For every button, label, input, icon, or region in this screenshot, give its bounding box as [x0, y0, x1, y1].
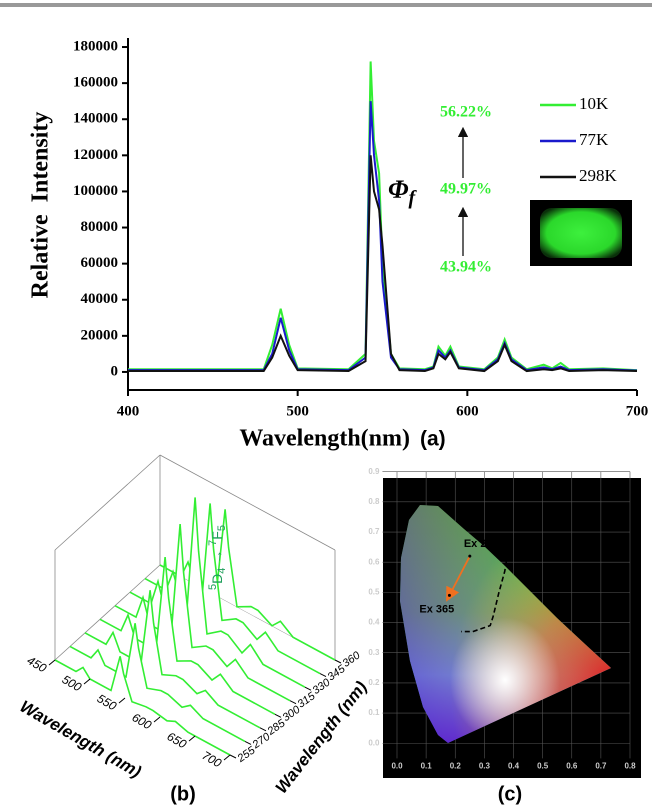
y-tick-label: 0.9 [368, 467, 380, 476]
x-tick [224, 755, 230, 760]
x-tick-label: 0.1 [421, 761, 433, 770]
y-tick-label: 60000 [81, 255, 119, 271]
y-tick-label: 20000 [81, 327, 119, 343]
z-axis-label: Wavelength (nm) [272, 677, 371, 797]
transition-part: D [209, 574, 225, 584]
x-tick-label: 600 [456, 403, 479, 419]
y-tick-label: 0.5 [368, 587, 380, 596]
x-tick-label: 400 [117, 403, 140, 419]
x-tick [49, 660, 55, 665]
phi-sub: f [409, 187, 418, 209]
x-tick-label: 0.0 [391, 761, 403, 770]
legend-label: 10K [579, 94, 609, 113]
z-tick-label: 360 [341, 649, 364, 670]
point-label: Ex 255 [464, 538, 499, 550]
panel-label: (a) [420, 428, 446, 451]
point [468, 555, 471, 558]
y-axis-label: Relative Intensity [28, 112, 54, 299]
y-tick-label: 0.6 [368, 557, 380, 566]
x-tick-label: 0.8 [624, 761, 636, 770]
figure: 0 20000 40000 60000 80000 100000 120000 140000 1… [0, 0, 652, 808]
box-edge [55, 455, 160, 550]
y-tick-label: 0.4 [368, 618, 380, 627]
annotation: 43.94% [440, 259, 492, 276]
x-tick-label: 0.3 [479, 761, 491, 770]
y-tick-label: 180000 [73, 38, 118, 54]
x-tick-label: 700 [626, 403, 649, 419]
x-tick-label: 700 [200, 748, 225, 770]
annotation: 56.22% [440, 104, 492, 121]
inset-glow [540, 208, 622, 258]
box-edge [160, 455, 335, 550]
x-tick [84, 679, 90, 684]
phi-base: Φ [388, 175, 409, 204]
x-tick [154, 717, 160, 722]
point-label: Ex 365 [419, 603, 454, 615]
legend-label: 298K [579, 166, 618, 185]
x-tick-label: 600 [130, 710, 155, 732]
y-tick-label: 80000 [81, 219, 119, 235]
x-tick-label: 500 [60, 672, 85, 694]
transition-part: F [209, 531, 225, 540]
transition-part: → [209, 546, 225, 568]
x-tick-label: 0.6 [566, 761, 578, 770]
legend-label: 77K [579, 130, 609, 149]
phi-symbol: Φf [388, 175, 418, 209]
x-tick-label: 0.2 [450, 761, 462, 770]
y-tick-label: 40000 [81, 291, 119, 307]
y-tick-label: 0.7 [368, 527, 380, 536]
y-tick-label: 160000 [73, 75, 118, 91]
x-tick-label: 0.4 [508, 761, 520, 770]
panel-a: 0 20000 40000 60000 80000 100000 120000 140000 1… [28, 38, 649, 452]
y-tick-label: 0 [111, 363, 119, 379]
y-tick-label: 0.3 [368, 648, 380, 657]
panel-label: (c) [498, 783, 522, 805]
y-tick-label: 100000 [73, 183, 118, 199]
y-tick-label: 120000 [73, 147, 118, 163]
x-tick [189, 736, 195, 741]
y-tick-label: 0.2 [368, 678, 380, 687]
annotation: 49.97% [440, 181, 492, 198]
x-axis-label: Wavelength(nm) [239, 426, 410, 452]
y-tick-label: 0.1 [368, 708, 380, 717]
x-axis-label: Wavelength (nm) [17, 697, 145, 782]
point [448, 594, 451, 597]
x-tick-label: 0.5 [537, 761, 549, 770]
panel-c: 0.0 0.1 0.2 0.3 0.4 0.5 0.6 0.7 0.8 0.0 0.1 0.2 0.3 0… [368, 467, 641, 806]
x-tick-label: 500 [286, 403, 309, 419]
panel-label: (b) [170, 783, 196, 805]
x-tick [119, 698, 125, 703]
x-tick-label: 450 [25, 653, 50, 675]
transition-part: 5 [216, 525, 228, 531]
y-tick-label: 140000 [73, 111, 118, 127]
y-tick-label: 0.8 [368, 497, 380, 506]
x-tick-label: 550 [95, 691, 120, 713]
x-tick-label: 650 [165, 729, 190, 751]
y-tick-label: 0.0 [368, 738, 380, 747]
x-tick-label: 0.7 [595, 761, 607, 770]
